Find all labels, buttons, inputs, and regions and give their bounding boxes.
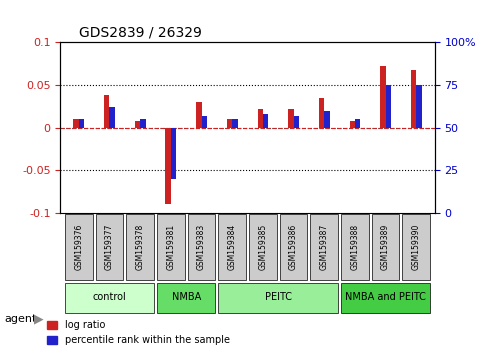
Bar [416, 85, 422, 128]
FancyBboxPatch shape [188, 214, 215, 280]
Text: GDS2839 / 26329: GDS2839 / 26329 [79, 26, 202, 40]
Text: GSM159383: GSM159383 [197, 224, 206, 270]
Text: ▶: ▶ [34, 313, 43, 326]
FancyBboxPatch shape [341, 283, 430, 313]
FancyBboxPatch shape [157, 214, 185, 280]
Text: GSM159381: GSM159381 [166, 224, 175, 270]
Legend: log ratio, percentile rank within the sample: log ratio, percentile rank within the sa… [43, 316, 234, 349]
Text: NMBA and PEITC: NMBA and PEITC [345, 292, 426, 302]
Bar [227, 119, 232, 128]
Text: GSM159388: GSM159388 [351, 224, 359, 270]
Bar [104, 95, 110, 128]
FancyBboxPatch shape [127, 214, 154, 280]
Bar [294, 116, 299, 128]
Text: GSM159384: GSM159384 [227, 224, 237, 270]
FancyBboxPatch shape [372, 214, 399, 280]
Bar [288, 109, 294, 128]
Text: GSM159378: GSM159378 [136, 224, 144, 270]
Bar [324, 111, 329, 128]
Text: GSM159385: GSM159385 [258, 224, 268, 270]
Bar [79, 119, 84, 128]
Bar [140, 119, 145, 128]
FancyBboxPatch shape [218, 214, 246, 280]
Text: PEITC: PEITC [265, 292, 292, 302]
Bar [201, 116, 207, 128]
Text: GSM159387: GSM159387 [320, 224, 329, 270]
FancyBboxPatch shape [218, 283, 338, 313]
Bar [385, 85, 391, 128]
Bar [257, 109, 263, 128]
Bar [110, 107, 115, 128]
Bar [355, 119, 360, 128]
Text: control: control [93, 292, 127, 302]
FancyBboxPatch shape [280, 214, 307, 280]
FancyBboxPatch shape [65, 214, 93, 280]
Text: agent: agent [5, 314, 37, 324]
Bar [171, 128, 176, 179]
Bar [232, 119, 238, 128]
FancyBboxPatch shape [341, 214, 369, 280]
Bar [196, 102, 201, 128]
Text: NMBA: NMBA [171, 292, 201, 302]
Text: GSM159377: GSM159377 [105, 224, 114, 270]
Bar [380, 66, 385, 128]
FancyBboxPatch shape [65, 283, 154, 313]
FancyBboxPatch shape [157, 283, 215, 313]
Text: GSM159386: GSM159386 [289, 224, 298, 270]
Bar [135, 121, 140, 128]
FancyBboxPatch shape [249, 214, 277, 280]
Bar [263, 114, 268, 128]
FancyBboxPatch shape [311, 214, 338, 280]
Bar [73, 119, 79, 128]
FancyBboxPatch shape [96, 214, 123, 280]
Bar [350, 121, 355, 128]
Bar [319, 98, 324, 128]
Text: GSM159389: GSM159389 [381, 224, 390, 270]
FancyBboxPatch shape [402, 214, 430, 280]
Text: GSM159376: GSM159376 [74, 224, 83, 270]
Bar [411, 70, 416, 128]
Text: GSM159390: GSM159390 [412, 224, 421, 270]
Bar [166, 128, 171, 204]
